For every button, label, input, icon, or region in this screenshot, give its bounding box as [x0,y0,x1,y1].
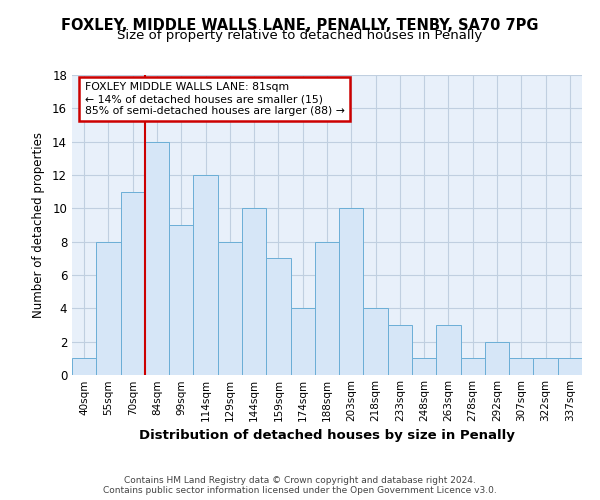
Bar [266,258,290,375]
Y-axis label: Number of detached properties: Number of detached properties [32,132,45,318]
Bar [485,342,509,375]
Bar [388,325,412,375]
Bar [461,358,485,375]
Bar [242,208,266,375]
Bar [558,358,582,375]
Text: Distribution of detached houses by size in Penally: Distribution of detached houses by size … [139,428,515,442]
Text: Contains HM Land Registry data © Crown copyright and database right 2024.
Contai: Contains HM Land Registry data © Crown c… [103,476,497,495]
Bar [436,325,461,375]
Bar [96,242,121,375]
Bar [145,142,169,375]
Bar [72,358,96,375]
Bar [364,308,388,375]
Text: FOXLEY, MIDDLE WALLS LANE, PENALLY, TENBY, SA70 7PG: FOXLEY, MIDDLE WALLS LANE, PENALLY, TENB… [61,18,539,32]
Bar [218,242,242,375]
Bar [193,175,218,375]
Bar [290,308,315,375]
Bar [509,358,533,375]
Bar [412,358,436,375]
Bar [533,358,558,375]
Bar [339,208,364,375]
Bar [315,242,339,375]
Text: FOXLEY MIDDLE WALLS LANE: 81sqm
← 14% of detached houses are smaller (15)
85% of: FOXLEY MIDDLE WALLS LANE: 81sqm ← 14% of… [85,82,344,116]
Bar [169,225,193,375]
Bar [121,192,145,375]
Text: Size of property relative to detached houses in Penally: Size of property relative to detached ho… [118,29,482,42]
